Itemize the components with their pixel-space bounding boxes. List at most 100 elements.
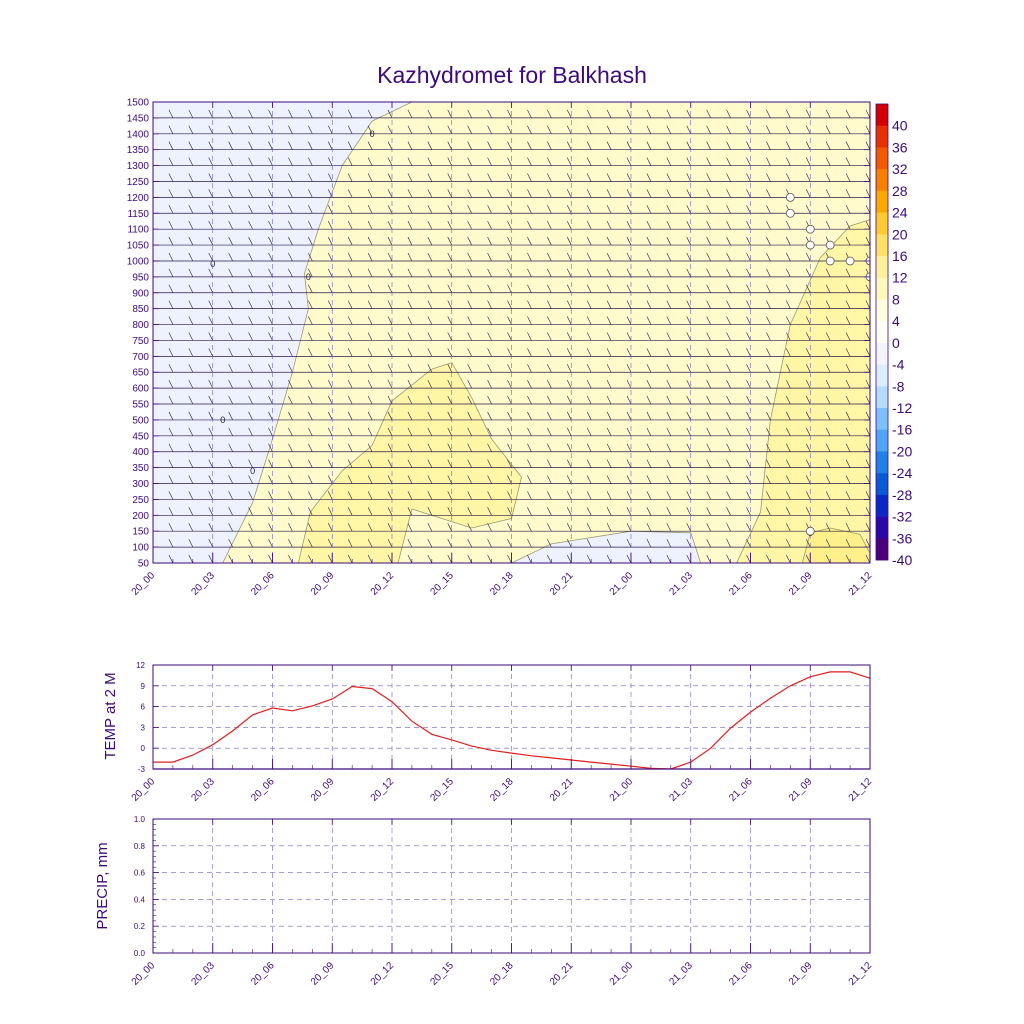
wind-barb (168, 507, 174, 516)
colorbar-label: 28 (892, 183, 908, 199)
wind-barb (347, 443, 353, 452)
wind-barb (805, 268, 811, 277)
wind-barb (387, 284, 393, 293)
wind-barb (168, 300, 174, 309)
wind-barb (566, 411, 572, 421)
wind-barb (845, 284, 851, 293)
wind-barb (387, 443, 393, 452)
wind-barb (626, 268, 632, 277)
wind-barb (770, 102, 771, 103)
wind-barb (268, 332, 273, 341)
wind-barb (467, 475, 472, 484)
wind-barb (686, 554, 692, 563)
wind-barb (248, 316, 253, 325)
wind-barb (288, 157, 293, 166)
wind-barb (188, 348, 194, 357)
wind-barb (786, 236, 791, 246)
wind-barb (586, 221, 592, 230)
wind-barb (288, 189, 293, 198)
wind-barb (527, 252, 532, 262)
wind-barb (487, 157, 492, 166)
y-tick-label: 350 (132, 463, 149, 474)
wind-barb (228, 443, 233, 452)
y-tick-label: 300 (132, 479, 149, 490)
wind-barb (188, 459, 194, 468)
wind-barb (407, 348, 413, 357)
wind-barb (268, 141, 273, 150)
wind-barb (566, 491, 572, 500)
colorbar-label: -28 (892, 487, 912, 503)
wind-barb (387, 538, 393, 548)
wind-barb (487, 348, 492, 357)
wind-barb (188, 173, 194, 182)
wind-barb (208, 125, 214, 134)
wind-barb (268, 157, 273, 166)
wind-barb (706, 125, 711, 134)
wind-barb (308, 380, 313, 389)
wind-barb (726, 236, 731, 246)
wind-barb (527, 125, 532, 134)
wind-barb (686, 364, 692, 373)
wind-barb (153, 514, 154, 516)
wind-barb (586, 427, 592, 436)
wind-barb (527, 475, 532, 484)
wind-barb (586, 157, 592, 166)
wind-barb (188, 380, 194, 389)
colorbar-label: -32 (892, 509, 912, 525)
wind-barb (407, 236, 413, 246)
wind-barb (168, 427, 174, 436)
y-tick-label: 100 (132, 543, 149, 554)
wind-barb (586, 475, 592, 484)
wind-barb (606, 141, 612, 150)
wind-barb (766, 459, 771, 468)
wind-barb (646, 221, 652, 230)
wind-barb (487, 236, 492, 246)
wind-barb (407, 411, 413, 421)
wind-barb (646, 236, 652, 246)
wind-barb (153, 292, 154, 293)
wind-barb (208, 141, 214, 150)
wind-barb (487, 141, 492, 150)
wind-barb (248, 221, 253, 230)
y-tick-label: 400 (132, 447, 149, 458)
wind-barb (347, 364, 353, 373)
wind-barb (646, 141, 652, 150)
wind-barb (666, 523, 672, 532)
wind-barb (825, 554, 831, 563)
colorbar-cell (876, 190, 888, 213)
wind-barb (706, 300, 711, 309)
wind-barb (511, 102, 512, 103)
wind-barb (547, 395, 552, 405)
wind-barb (566, 507, 572, 516)
wind-barb (347, 475, 353, 484)
wind-barb (308, 395, 313, 405)
wind-barb (845, 475, 851, 484)
wind-barb (825, 507, 831, 516)
x-tick-label: 21_03 (667, 570, 695, 598)
wind-barb (427, 125, 433, 134)
wind-barb (746, 507, 751, 516)
wind-barb (666, 316, 672, 325)
wind-barb (491, 102, 492, 103)
wind-barb (427, 205, 433, 214)
wind-barb (786, 157, 791, 166)
wind-barb (427, 157, 433, 166)
wind-barb (646, 395, 652, 405)
wind-barb (407, 364, 413, 373)
x-tick-label: 21_00 (608, 570, 636, 598)
x-tick-label: 21_03 (667, 776, 695, 804)
wind-barb (706, 395, 711, 405)
wind-barb (606, 554, 612, 563)
wind-barb (547, 538, 552, 548)
wind-barb (308, 475, 313, 484)
wind-barb (288, 109, 293, 119)
wind-barb (865, 125, 870, 134)
wind-barb (786, 411, 791, 421)
wind-barb (467, 459, 472, 468)
wind-barb (188, 189, 194, 198)
wind-barb (865, 284, 870, 293)
wind-barb (427, 380, 433, 389)
wind-barb (467, 427, 472, 436)
wind-barb (825, 300, 831, 309)
wind-barb (367, 300, 373, 309)
